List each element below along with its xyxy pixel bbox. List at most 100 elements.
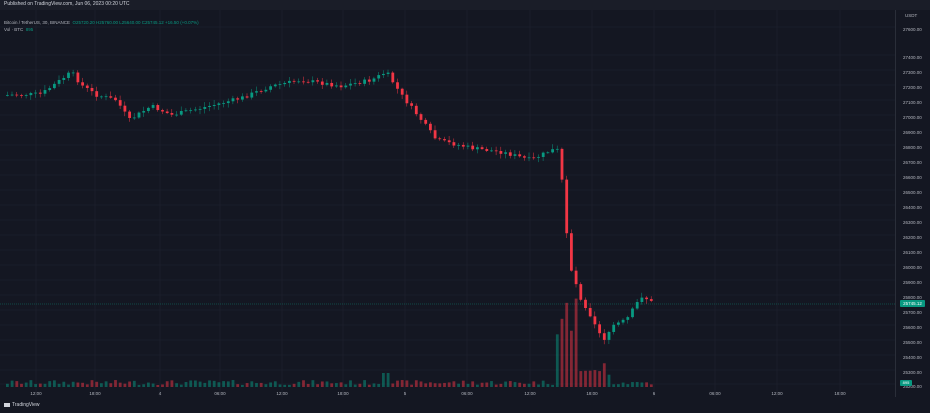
x-tick-label: 5: [403, 391, 407, 396]
candle: [353, 83, 357, 84]
volume-bar: [325, 381, 329, 387]
volume-bar: [532, 381, 536, 387]
volume-bar: [203, 382, 207, 387]
candle: [640, 297, 644, 303]
candle: [245, 96, 249, 98]
price-chart[interactable]: [0, 10, 895, 397]
volume-bar: [24, 382, 28, 387]
candle: [147, 107, 150, 112]
y-tick-label: 25300.00: [903, 370, 922, 375]
volume-bar: [118, 382, 122, 387]
volume-bar: [612, 384, 616, 387]
volume-bar: [306, 383, 310, 387]
volume-bar: [212, 380, 216, 387]
volume-bar: [330, 383, 334, 387]
volume-bar: [241, 384, 244, 387]
volume-bar: [645, 382, 648, 387]
candle: [452, 142, 456, 146]
candle: [645, 297, 648, 300]
volume-bar: [114, 380, 117, 387]
candle: [635, 302, 639, 309]
volume-bar: [48, 381, 52, 387]
y-tick-label: 26400.00: [903, 205, 922, 210]
candle: [212, 104, 216, 106]
candle: [241, 96, 244, 100]
y-tick-label: 26800.00: [903, 145, 922, 150]
volume-bar: [292, 383, 296, 387]
candle: [189, 110, 193, 112]
volume-bar: [264, 384, 268, 387]
volume-bar: [255, 383, 258, 387]
candle: [457, 144, 460, 146]
candle: [377, 75, 381, 79]
volume-bar: [367, 384, 371, 387]
volume-bar: [226, 381, 230, 387]
candle: [278, 84, 282, 85]
y-tick-label: 25400.00: [903, 355, 922, 360]
candle: [602, 333, 606, 340]
candle: [57, 79, 61, 84]
volume-bar: [57, 383, 61, 387]
volume-bar: [259, 382, 263, 387]
candle: [43, 90, 47, 94]
volume-bar: [147, 382, 150, 387]
candle: [513, 154, 517, 156]
y-tick-label: 26600.00: [903, 175, 922, 180]
volume-bar: [53, 380, 56, 387]
candle: [588, 308, 592, 317]
candle: [292, 80, 296, 82]
time-axis[interactable]: [0, 397, 930, 413]
volume-bar: [363, 380, 366, 387]
candle: [132, 117, 136, 119]
volume-bar: [626, 384, 630, 387]
volume-bar: [85, 384, 89, 387]
volume-bar: [396, 380, 399, 387]
volume-bar: [302, 380, 305, 387]
y-tick-label: 27400.00: [903, 55, 922, 60]
price-axis[interactable]: [895, 10, 930, 397]
candle: [53, 83, 56, 89]
volume-bar: [123, 383, 127, 387]
symbol-label: Bitcoin / TetherUS, 30, BINANCE: [4, 20, 70, 25]
candle: [128, 111, 131, 118]
volume-bar: [137, 384, 141, 387]
candle: [283, 82, 287, 85]
candle: [485, 149, 489, 151]
x-tick-label: 12:00: [276, 391, 288, 396]
volume-bar: [175, 383, 178, 387]
volume-bar: [443, 382, 446, 387]
volume-bar: [288, 384, 291, 387]
x-tick-label: 06:00: [214, 391, 226, 396]
candle: [541, 152, 545, 157]
volume-bar: [142, 384, 146, 387]
y-tick-label: 26900.00: [903, 130, 922, 135]
volume-bar: [335, 383, 338, 387]
volume-bar: [386, 373, 390, 387]
candle: [429, 123, 432, 131]
volume-bar: [508, 381, 512, 387]
volume-label: Vol · BTC: [4, 27, 24, 32]
candle: [476, 147, 479, 150]
volume-bar: [588, 370, 592, 387]
volume-bar: [429, 382, 432, 387]
x-tick-label: 18:00: [89, 391, 101, 396]
volume-bar: [217, 382, 221, 387]
candle: [161, 110, 164, 112]
candle: [226, 101, 230, 104]
volume-bar: [523, 383, 526, 387]
volume-bar: [34, 384, 37, 387]
volume-bar: [635, 381, 639, 387]
volume-bar: [194, 380, 197, 387]
volume-bar: [452, 381, 456, 387]
volume-bar: [405, 380, 409, 387]
volume-bar: [631, 382, 634, 387]
candle: [29, 93, 33, 96]
candle: [504, 152, 507, 154]
volume-bar: [461, 380, 465, 387]
volume-bars: [6, 298, 653, 387]
volume-bar: [278, 384, 282, 387]
y-tick-label: 25900.00: [903, 280, 922, 285]
last-price-tag: 25745.12: [900, 300, 925, 307]
y-tick-label: 26200.00: [903, 235, 922, 240]
volume-bar: [311, 380, 315, 387]
